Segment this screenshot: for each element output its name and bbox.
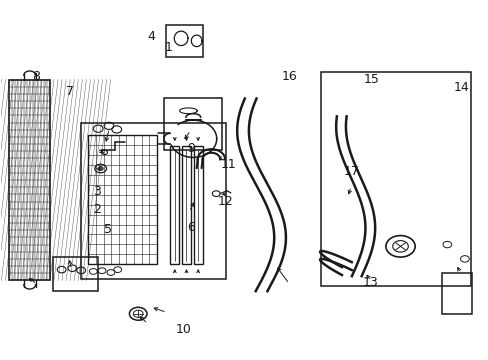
Text: 14: 14	[453, 81, 468, 94]
Text: 12: 12	[218, 195, 233, 208]
Text: 7: 7	[66, 85, 74, 98]
Bar	[53, 257, 98, 291]
Bar	[81, 123, 226, 279]
Text: 17: 17	[343, 165, 359, 177]
Text: 4: 4	[146, 30, 155, 43]
Text: 15: 15	[363, 73, 378, 86]
Text: 5: 5	[104, 223, 112, 236]
Circle shape	[98, 167, 103, 170]
Bar	[88, 135, 157, 264]
Bar	[442, 273, 471, 314]
Text: 11: 11	[221, 158, 236, 171]
Text: 1: 1	[164, 41, 172, 54]
Text: 6: 6	[186, 221, 194, 234]
Bar	[320, 72, 470, 286]
Text: 8: 8	[32, 69, 40, 82]
Text: 13: 13	[362, 276, 377, 289]
Text: 9: 9	[186, 142, 194, 155]
Bar	[163, 98, 221, 149]
Bar	[9, 80, 50, 280]
Bar	[170, 146, 179, 264]
Text: 16: 16	[281, 70, 297, 83]
Bar	[182, 146, 190, 264]
Text: 2: 2	[93, 203, 101, 216]
Bar	[166, 25, 203, 57]
Bar	[193, 146, 202, 264]
Text: 3: 3	[93, 185, 101, 198]
Text: 10: 10	[175, 323, 191, 336]
